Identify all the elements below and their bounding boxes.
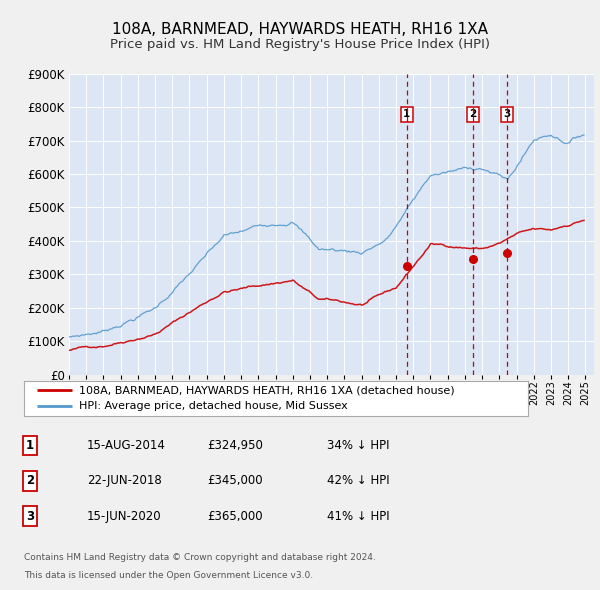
Text: £365,000: £365,000 <box>207 510 263 523</box>
Text: 108A, BARNMEAD, HAYWARDS HEATH, RH16 1XA: 108A, BARNMEAD, HAYWARDS HEATH, RH16 1XA <box>112 22 488 37</box>
Text: 3: 3 <box>26 510 34 523</box>
Text: 2: 2 <box>26 474 34 487</box>
Text: £345,000: £345,000 <box>207 474 263 487</box>
Text: £324,950: £324,950 <box>207 439 263 452</box>
Text: Price paid vs. HM Land Registry's House Price Index (HPI): Price paid vs. HM Land Registry's House … <box>110 38 490 51</box>
Text: 1: 1 <box>403 109 410 119</box>
Text: 41% ↓ HPI: 41% ↓ HPI <box>327 510 389 523</box>
Text: 2: 2 <box>469 109 476 119</box>
Text: 1: 1 <box>26 439 34 452</box>
Text: HPI: Average price, detached house, Mid Sussex: HPI: Average price, detached house, Mid … <box>79 401 348 411</box>
Text: Contains HM Land Registry data © Crown copyright and database right 2024.: Contains HM Land Registry data © Crown c… <box>24 553 376 562</box>
Text: 22-JUN-2018: 22-JUN-2018 <box>87 474 162 487</box>
Text: 15-AUG-2014: 15-AUG-2014 <box>87 439 166 452</box>
Text: 108A, BARNMEAD, HAYWARDS HEATH, RH16 1XA (detached house): 108A, BARNMEAD, HAYWARDS HEATH, RH16 1XA… <box>79 385 455 395</box>
Text: This data is licensed under the Open Government Licence v3.0.: This data is licensed under the Open Gov… <box>24 571 313 580</box>
Text: 3: 3 <box>503 109 511 119</box>
Text: 42% ↓ HPI: 42% ↓ HPI <box>327 474 389 487</box>
Text: 34% ↓ HPI: 34% ↓ HPI <box>327 439 389 452</box>
Text: 15-JUN-2020: 15-JUN-2020 <box>87 510 161 523</box>
